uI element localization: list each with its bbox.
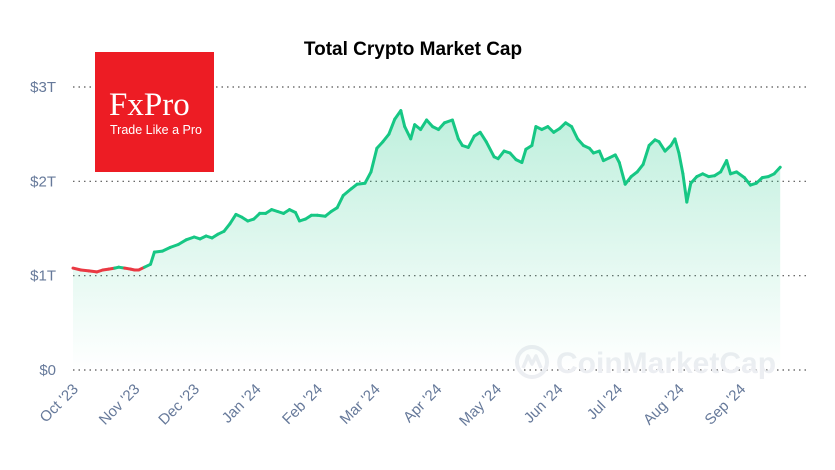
fxpro-logo: FxPro Trade Like a Pro [95, 52, 214, 172]
series-line-segment [530, 125, 538, 147]
x-tick-label: May '24 [456, 381, 505, 430]
series-line-segment [478, 130, 488, 144]
series-line-segment [635, 162, 645, 174]
x-tick-label: Oct '23 [37, 381, 82, 426]
y-tick-label: $0 [39, 362, 56, 379]
series-line-segment [466, 134, 476, 149]
series-line-segment [149, 250, 156, 266]
series-line-segment [617, 161, 627, 186]
series-line-segment [496, 149, 506, 161]
series-line-segment [419, 118, 429, 131]
chart-title: Total Crypto Market Cap [304, 39, 522, 60]
series-line-segment [403, 125, 413, 141]
x-tick-label: Mar '24 [337, 381, 384, 428]
logo-background [95, 52, 214, 172]
x-tick-label: Aug '24 [640, 381, 688, 429]
series-line-segment [570, 125, 580, 141]
series-line-segment [484, 140, 496, 159]
series-line-segment [450, 118, 460, 141]
y-tick-label: $1T [30, 268, 56, 285]
series-line-segment [725, 159, 732, 176]
series-line-segment [685, 181, 693, 204]
x-tick-label: Jun '24 [521, 381, 567, 427]
series-line-segment [657, 140, 667, 153]
series-line-segment [520, 147, 528, 164]
series-line-segment [772, 165, 782, 176]
series-line-segment [742, 176, 752, 187]
x-tick-label: Jul '24 [584, 381, 626, 423]
area-fill [73, 110, 781, 370]
series-line-segment [597, 149, 605, 163]
series-line-segment [681, 172, 689, 204]
x-tick-label: Dec '23 [155, 381, 203, 429]
series-line-segment [294, 211, 301, 223]
y-axis-ticks: $3T $2T $1T $0 [30, 79, 56, 379]
series-line-segment [381, 132, 391, 144]
logo-brand: FxPro [109, 87, 190, 123]
series-line [71, 109, 782, 274]
series-line-segment [409, 123, 417, 141]
series-line-segment [735, 170, 746, 180]
series-line-segment [677, 151, 685, 176]
x-tick-label: Apr '24 [400, 381, 445, 426]
series-line-segment [363, 170, 373, 185]
y-tick-label: $3T [30, 79, 56, 96]
y-tick-label: $2T [30, 173, 56, 190]
series-line-segment [399, 109, 407, 129]
series-line-segment [623, 175, 633, 186]
series-line-segment [176, 238, 188, 246]
series-line-segment [341, 187, 353, 197]
series-line-segment [228, 212, 238, 226]
series-line-segment [369, 146, 379, 174]
series-line-segment [222, 222, 232, 233]
series-line-segment [387, 117, 397, 136]
x-tick-label: Feb '24 [279, 381, 326, 428]
series-line-segment [641, 144, 651, 166]
series-line-segment [673, 137, 681, 155]
x-tick-label: Nov '23 [96, 381, 144, 429]
x-axis-ticks: Oct '23 Nov '23 Dec '23 Jan '24 Feb '24 Mar '… [37, 381, 750, 430]
series-line-segment [335, 194, 345, 210]
x-tick-label: Sep '24 [702, 381, 750, 429]
logo-tagline: Trade Like a Pro [110, 123, 202, 137]
x-tick-label: Jan '24 [219, 381, 265, 427]
